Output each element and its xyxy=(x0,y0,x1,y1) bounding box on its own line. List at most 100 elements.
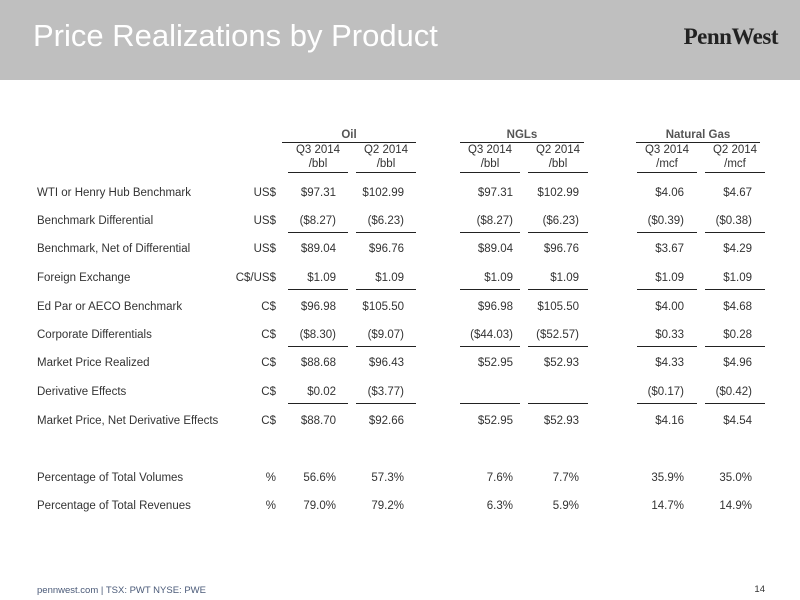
value-cell: $88.68 xyxy=(300,357,336,369)
value-cell: $89.04 xyxy=(477,243,513,255)
rule xyxy=(356,232,416,233)
value-cell: $88.70 xyxy=(300,415,336,427)
value-cell: $4.33 xyxy=(655,357,684,369)
value-cell: $4.68 xyxy=(723,301,752,313)
value-cell: ($6.23) xyxy=(367,215,404,227)
value-cell: $52.95 xyxy=(477,357,513,369)
row-unit: C$ xyxy=(261,301,276,313)
group-header: NGLs xyxy=(506,129,538,141)
value-cell: $92.66 xyxy=(368,415,404,427)
rule xyxy=(528,403,588,404)
value-cell: $4.16 xyxy=(655,415,684,427)
row-unit: C$/US$ xyxy=(235,272,276,284)
page-number: 14 xyxy=(754,584,765,595)
period-header: Q3 2014 xyxy=(295,144,341,156)
unit-header: /mcf xyxy=(656,158,678,170)
value-cell: $4.06 xyxy=(655,187,684,199)
value-cell: $1.09 xyxy=(550,272,579,284)
rule xyxy=(288,289,348,290)
value-cell: $105.50 xyxy=(537,301,579,313)
rule xyxy=(356,172,416,173)
value-cell: ($8.27) xyxy=(476,215,513,227)
value-cell: $1.09 xyxy=(723,272,752,284)
value-cell: $96.76 xyxy=(543,243,579,255)
row-label: Corporate Differentials xyxy=(37,329,152,341)
period-header: Q2 2014 xyxy=(363,144,409,156)
rule xyxy=(356,289,416,290)
row-label: Foreign Exchange xyxy=(37,272,131,284)
value-cell: $1.09 xyxy=(655,272,684,284)
row-unit: C$ xyxy=(261,357,276,369)
value-cell: ($0.42) xyxy=(715,386,752,398)
value-cell: 79.0% xyxy=(303,500,336,512)
footer-site: pennwest.com xyxy=(37,585,99,596)
value-cell: ($0.17) xyxy=(647,386,684,398)
value-cell: $4.96 xyxy=(723,357,752,369)
value-cell: 35.0% xyxy=(719,472,752,484)
value-cell: ($0.39) xyxy=(647,215,684,227)
value-cell: ($44.03) xyxy=(470,329,513,341)
rule xyxy=(705,232,765,233)
rule xyxy=(288,403,348,404)
period-header: Q3 2014 xyxy=(467,144,513,156)
value-cell: $3.67 xyxy=(655,243,684,255)
row-label: Derivative Effects xyxy=(37,386,127,398)
rule xyxy=(288,232,348,233)
row-label: Market Price, Net Derivative Effects xyxy=(37,415,219,427)
unit-header: /bbl xyxy=(480,158,500,170)
value-cell: 35.9% xyxy=(651,472,684,484)
row-label: Percentage of Total Volumes xyxy=(37,472,184,484)
value-cell: $102.99 xyxy=(537,187,579,199)
value-cell: $4.54 xyxy=(723,415,752,427)
value-cell: 14.9% xyxy=(719,500,752,512)
value-cell: 7.7% xyxy=(552,472,579,484)
row-label: Percentage of Total Revenues xyxy=(37,500,191,512)
rule xyxy=(460,403,520,404)
rule xyxy=(637,403,697,404)
rule xyxy=(356,346,416,347)
value-cell: $1.09 xyxy=(307,272,336,284)
value-cell: $89.04 xyxy=(300,243,336,255)
row-label: Benchmark Differential xyxy=(37,215,154,227)
footer: pennwest.com | TSX: PWT NYSE: PWE xyxy=(37,585,206,596)
unit-header: /bbl xyxy=(548,158,568,170)
rule xyxy=(705,172,765,173)
unit-header: /bbl xyxy=(308,158,328,170)
rule xyxy=(637,346,697,347)
value-cell: ($6.23) xyxy=(542,215,579,227)
value-cell: 5.9% xyxy=(552,500,579,512)
value-cell: ($8.30) xyxy=(299,329,336,341)
rule xyxy=(528,232,588,233)
row-label: Benchmark, Net of Differential xyxy=(37,243,191,255)
value-cell: ($8.27) xyxy=(299,215,336,227)
rule xyxy=(637,172,697,173)
value-cell: 7.6% xyxy=(486,472,513,484)
logo: PennWest xyxy=(683,24,779,49)
value-cell: $97.31 xyxy=(300,187,336,199)
group-header: Natural Gas xyxy=(665,129,731,141)
value-cell: 57.3% xyxy=(371,472,404,484)
value-cell: $1.09 xyxy=(375,272,404,284)
row-label: Market Price Realized xyxy=(37,357,150,369)
value-cell: $96.98 xyxy=(477,301,513,313)
row-unit: US$ xyxy=(253,243,276,255)
value-cell: $4.67 xyxy=(723,187,752,199)
rule xyxy=(528,289,588,290)
period-header: Q3 2014 xyxy=(644,144,690,156)
value-cell: $96.76 xyxy=(368,243,404,255)
value-cell: $96.43 xyxy=(368,357,404,369)
rule xyxy=(460,289,520,290)
value-cell: $4.00 xyxy=(655,301,684,313)
rule xyxy=(460,346,520,347)
value-cell: 56.6% xyxy=(303,472,336,484)
row-label: WTI or Henry Hub Benchmark xyxy=(37,187,192,199)
value-cell: ($3.77) xyxy=(367,386,404,398)
row-unit: % xyxy=(265,472,276,484)
footer-tickers: TSX: PWT NYSE: PWE xyxy=(105,585,206,596)
value-cell: $4.29 xyxy=(723,243,752,255)
value-cell: $96.98 xyxy=(300,301,336,313)
row-unit: C$ xyxy=(261,415,276,427)
unit-header: /bbl xyxy=(376,158,396,170)
rule xyxy=(460,232,520,233)
rule xyxy=(528,346,588,347)
